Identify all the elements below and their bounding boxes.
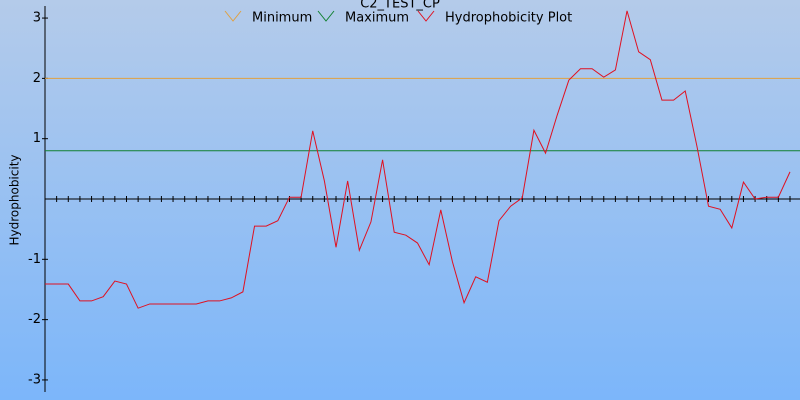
data-line — [45, 10, 791, 309]
y-tick-label: 2 — [33, 71, 41, 86]
legend-icon — [317, 10, 335, 22]
y-tick-label: -1 — [28, 252, 41, 267]
y-tick-label: 3 — [33, 11, 41, 26]
y-tick-label: 1 — [33, 131, 41, 146]
y-tick-label: -2 — [28, 312, 41, 327]
legend-label: Hydrophobicity Plot — [445, 11, 572, 26]
legend-icon — [417, 10, 435, 22]
chart-title: C2_TEST_CP — [360, 0, 440, 12]
legend-label: Maximum — [345, 11, 409, 26]
legend-icon — [224, 10, 242, 22]
y-axis-label: Hydrophobicity — [8, 154, 22, 245]
y-tick-label: -3 — [28, 372, 41, 387]
legend-label: Minimum — [252, 11, 312, 26]
